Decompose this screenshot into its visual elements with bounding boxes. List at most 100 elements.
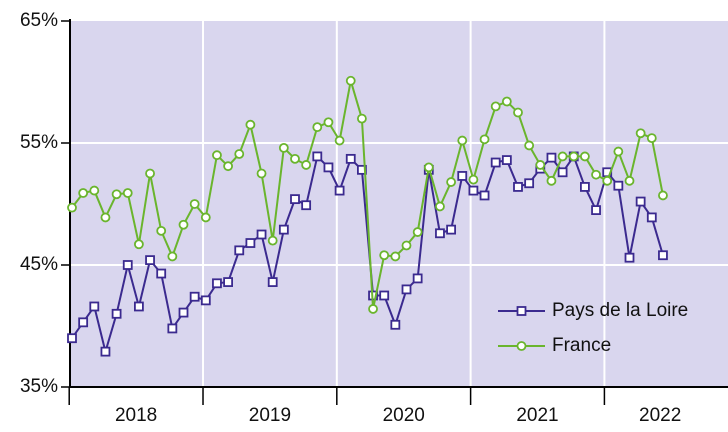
marker bbox=[613, 180, 624, 191]
marker bbox=[546, 152, 557, 163]
marker bbox=[412, 227, 423, 237]
legend-marker bbox=[516, 341, 527, 351]
marker bbox=[278, 224, 289, 235]
x-tick-label: 2018 bbox=[115, 405, 157, 426]
marker bbox=[356, 113, 367, 124]
marker bbox=[658, 190, 668, 201]
legend-label: Pays de la Loire bbox=[552, 300, 688, 321]
marker bbox=[368, 304, 378, 314]
marker bbox=[278, 142, 289, 153]
y-tick-label: 45% bbox=[20, 254, 58, 275]
marker bbox=[189, 199, 200, 209]
marker bbox=[457, 171, 468, 181]
marker bbox=[267, 235, 278, 246]
marker bbox=[122, 260, 133, 270]
marker bbox=[67, 333, 77, 344]
y-tick-label: 55% bbox=[20, 132, 58, 153]
marker bbox=[111, 189, 122, 200]
legend-label: France bbox=[552, 335, 611, 356]
marker bbox=[67, 202, 77, 213]
marker bbox=[490, 157, 501, 168]
marker bbox=[401, 284, 412, 295]
marker bbox=[122, 188, 133, 198]
marker bbox=[624, 252, 635, 263]
marker bbox=[78, 188, 89, 198]
marker bbox=[301, 200, 312, 211]
marker bbox=[524, 140, 535, 151]
marker bbox=[457, 135, 468, 146]
marker bbox=[546, 175, 557, 186]
marker bbox=[446, 177, 457, 187]
marker bbox=[89, 301, 100, 312]
marker bbox=[100, 212, 111, 223]
marker bbox=[312, 122, 323, 133]
x-tick-label: 2020 bbox=[383, 405, 425, 426]
y-tick-label: 65% bbox=[20, 10, 58, 31]
marker bbox=[167, 323, 178, 334]
marker bbox=[89, 185, 100, 196]
marker bbox=[323, 117, 334, 128]
marker bbox=[635, 196, 646, 207]
marker bbox=[390, 319, 401, 330]
legend-marker bbox=[516, 306, 527, 316]
marker bbox=[111, 308, 122, 319]
marker bbox=[200, 212, 211, 223]
marker bbox=[100, 346, 111, 357]
marker bbox=[591, 205, 601, 216]
marker bbox=[212, 150, 222, 161]
marker bbox=[479, 134, 490, 145]
marker bbox=[200, 295, 211, 306]
marker bbox=[501, 96, 512, 107]
marker bbox=[145, 168, 155, 179]
marker bbox=[245, 238, 256, 248]
marker bbox=[156, 268, 167, 279]
marker bbox=[468, 185, 479, 196]
x-tick-label: 2022 bbox=[639, 405, 681, 426]
marker bbox=[635, 128, 646, 139]
marker bbox=[446, 224, 457, 235]
marker bbox=[223, 161, 234, 172]
marker bbox=[167, 251, 178, 262]
marker bbox=[412, 273, 423, 284]
marker bbox=[256, 229, 267, 240]
marker bbox=[658, 250, 668, 261]
marker bbox=[290, 153, 300, 164]
y-tick-label: 35% bbox=[20, 376, 58, 397]
marker bbox=[479, 190, 490, 201]
marker bbox=[613, 146, 624, 157]
marker bbox=[468, 174, 479, 185]
marker bbox=[602, 175, 613, 186]
marker bbox=[189, 291, 200, 302]
marker bbox=[223, 277, 234, 287]
marker bbox=[580, 151, 590, 162]
marker bbox=[133, 239, 144, 250]
marker bbox=[267, 277, 278, 287]
marker bbox=[290, 194, 300, 205]
marker bbox=[435, 201, 445, 212]
marker bbox=[323, 162, 334, 173]
x-tick-label: 2021 bbox=[516, 405, 558, 426]
marker bbox=[557, 167, 568, 178]
marker bbox=[401, 240, 412, 251]
marker bbox=[156, 225, 167, 236]
marker bbox=[334, 185, 345, 196]
marker bbox=[301, 160, 312, 170]
marker bbox=[245, 119, 256, 130]
marker bbox=[513, 182, 523, 192]
marker bbox=[580, 182, 590, 192]
marker bbox=[178, 307, 189, 318]
marker bbox=[256, 168, 267, 179]
marker bbox=[557, 151, 568, 162]
marker bbox=[524, 178, 535, 189]
marker bbox=[624, 175, 635, 186]
marker bbox=[379, 290, 390, 301]
marker bbox=[178, 219, 189, 230]
marker bbox=[312, 151, 323, 162]
marker bbox=[390, 251, 401, 262]
marker bbox=[379, 250, 390, 261]
marker bbox=[212, 278, 222, 289]
marker bbox=[345, 75, 356, 86]
marker bbox=[501, 155, 512, 165]
x-tick-label: 2019 bbox=[249, 405, 291, 426]
